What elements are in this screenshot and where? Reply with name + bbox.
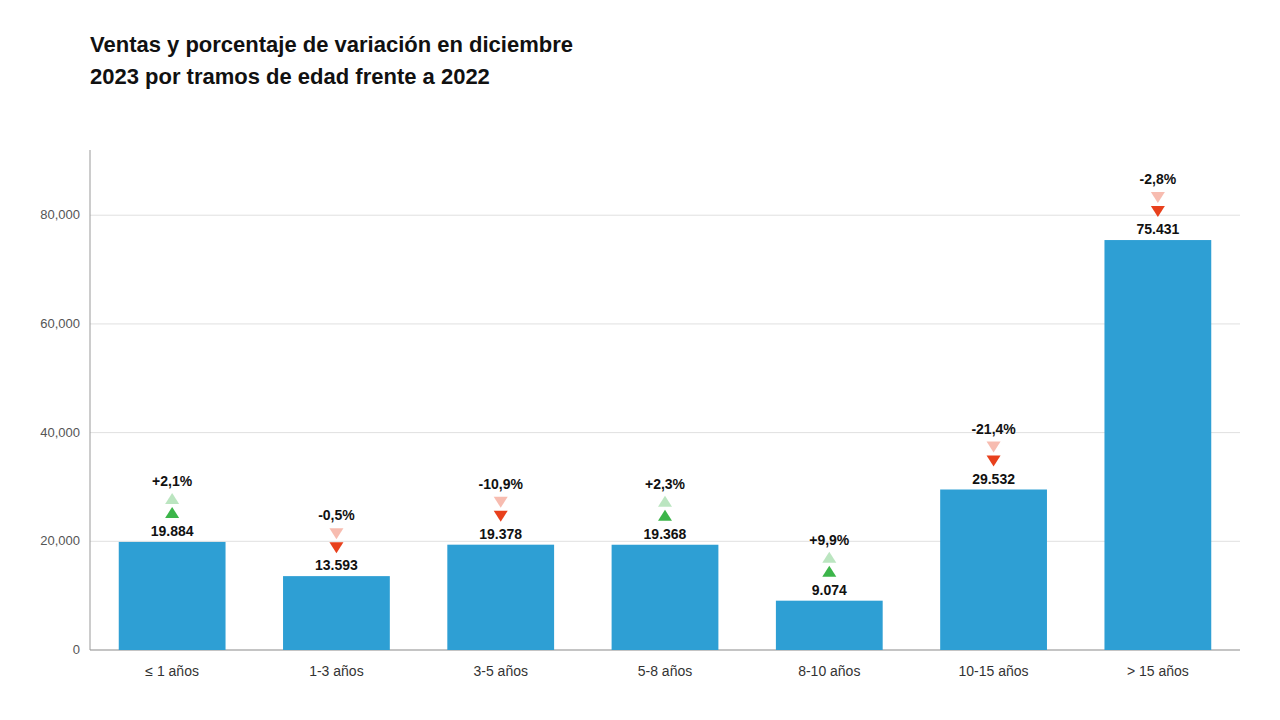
y-axis-line: [90, 150, 91, 650]
data-label: 75.431: [1136, 221, 1179, 237]
change-marker: [165, 493, 179, 504]
grid-line: [90, 215, 1240, 216]
change-marker: [494, 497, 508, 508]
annotation: +2,3%: [645, 476, 686, 492]
x-ticks: ≤ 1 años 1-3 años 3-5 años 5-8 años 8-10 año…: [145, 663, 1188, 679]
bar: [119, 542, 226, 650]
title: Ventas y porcentaje de variación en dici…: [90, 32, 573, 57]
bar: [776, 601, 883, 650]
chart: Ventas y porcentaje de variación en dici…: [0, 0, 1280, 720]
grid: [90, 215, 1240, 650]
y-ticks: 0 20,000 40,000 60,000 80,000: [40, 207, 80, 657]
annotation: -2,8%: [1140, 171, 1177, 187]
change-marker: [822, 566, 836, 577]
data-label: 19.368: [644, 526, 687, 542]
x-tick-label: > 15 años: [1127, 663, 1189, 679]
bar: [940, 490, 1047, 651]
bars: [119, 240, 1212, 650]
y-tick-label: 60,000: [40, 316, 80, 331]
bar: [1104, 240, 1211, 650]
data-label: 29.532: [972, 471, 1015, 487]
x-tick-label: 8-10 años: [798, 663, 860, 679]
annotation: -10,9%: [479, 476, 524, 492]
annotation: +9,9%: [809, 532, 850, 548]
x-tick-label: 3-5 años: [473, 663, 527, 679]
data-label: 9.074: [812, 582, 847, 598]
change-marker: [658, 510, 672, 521]
x-tick-label: ≤ 1 años: [145, 663, 199, 679]
change-marker: [1151, 206, 1165, 217]
bar: [283, 576, 390, 650]
change-marker: [658, 496, 672, 507]
subtitle: 2023 por tramos de edad frente a 2022: [90, 64, 490, 89]
y-tick-label: 80,000: [40, 207, 80, 222]
labels: 19.884 +2,1% 13.593 -0,5% 19.378 -10,9% 19.368…: [151, 171, 1180, 598]
grid-line: [90, 323, 1240, 324]
change-marker: [494, 511, 508, 522]
change-marker: [165, 507, 179, 518]
annotation: +2,1%: [152, 473, 193, 489]
change-marker: [1151, 192, 1165, 203]
change-marker: [329, 542, 343, 553]
x-tick-label: 5-8 años: [638, 663, 692, 679]
change-marker: [987, 442, 1001, 453]
data-label: 13.593: [315, 557, 358, 573]
change-marker: [987, 456, 1001, 467]
data-label: 19.884: [151, 523, 194, 539]
grid-line: [90, 432, 1240, 433]
y-tick-label: 0: [73, 642, 80, 657]
y-tick-label: 40,000: [40, 425, 80, 440]
y-tick-label: 20,000: [40, 533, 80, 548]
x-tick-label: 1-3 años: [309, 663, 363, 679]
change-marker: [822, 552, 836, 563]
bar: [612, 545, 719, 650]
annotation: -21,4%: [971, 421, 1016, 437]
change-marker: [329, 528, 343, 539]
data-label: 19.378: [479, 526, 522, 542]
bar: [447, 545, 554, 650]
x-tick-label: 10-15 años: [959, 663, 1029, 679]
annotation: -0,5%: [318, 507, 355, 523]
